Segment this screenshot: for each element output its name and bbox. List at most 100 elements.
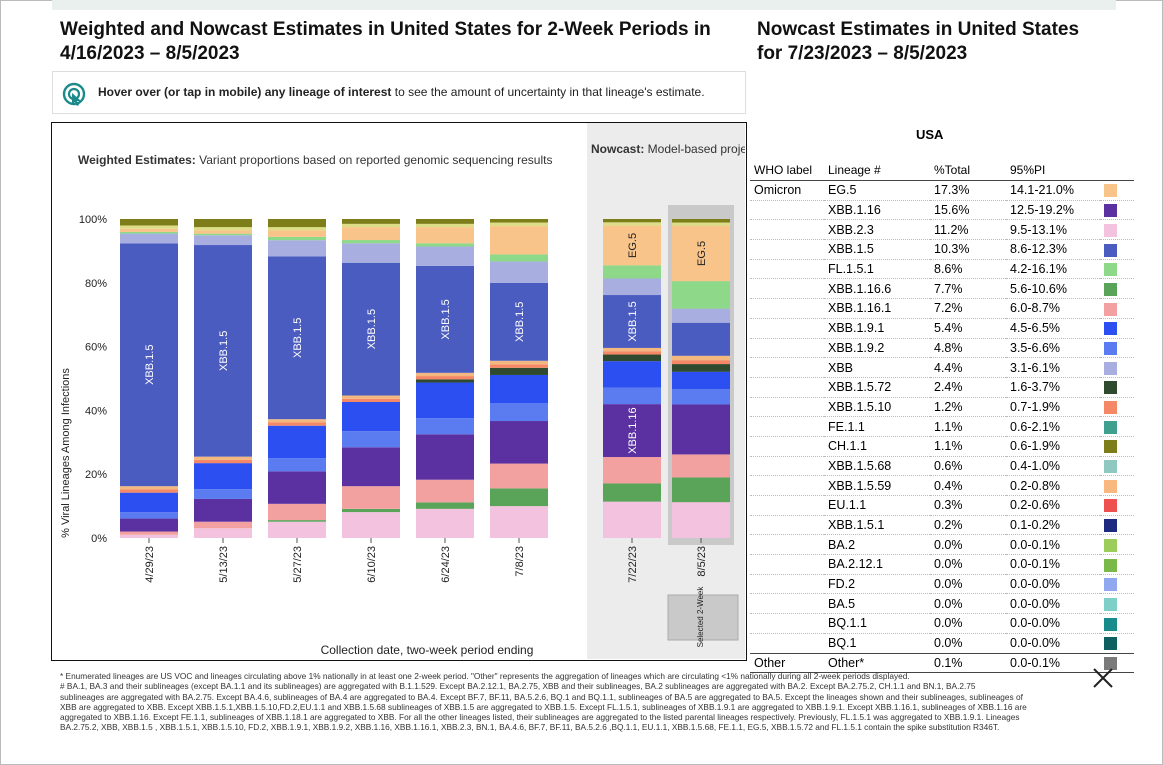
bar-segment[interactable] [416,219,474,224]
bar-segment[interactable] [120,228,178,232]
bar-segment[interactable] [120,492,178,513]
bar-segment[interactable] [268,230,326,237]
bar-segment[interactable] [416,382,474,419]
bar-segment[interactable] [120,534,178,538]
bar-segment[interactable] [603,347,661,352]
bar-segment[interactable] [603,351,661,355]
lineage-row[interactable]: XBB.1.9.2 4.8% 3.5-6.6% [750,338,1134,359]
bar-segment[interactable] [672,219,730,223]
lineage-row[interactable]: XBB 4.4% 3.1-6.1% [750,357,1134,378]
bar-segment[interactable] [603,278,661,296]
lineage-row[interactable]: BA.2.12.1 0.0% 0.0-0.1% [750,554,1134,575]
bar-segment[interactable] [490,254,548,262]
lineage-row[interactable]: XBB.1.16.1 7.2% 6.0-8.7% [750,298,1134,319]
bar-segment[interactable] [416,508,474,538]
bar-segment[interactable] [120,219,178,226]
lineage-row[interactable]: XBB.1.5.10 1.2% 0.7-1.9% [750,397,1134,418]
bar-segment[interactable] [268,419,326,423]
lineage-row[interactable]: BQ.1 0.0% 0.0-0.0% [750,633,1134,654]
bar-segment[interactable] [268,227,326,231]
lineage-row[interactable]: Omicron EG.5 17.3% 14.1-21.0% [750,180,1134,201]
bar-segment[interactable] [342,243,400,263]
bar-segment[interactable] [672,371,730,390]
bar-segment[interactable] [672,308,730,323]
bar-segment[interactable] [490,282,548,361]
bar-segment[interactable] [672,281,730,309]
bar-segment[interactable] [672,222,730,226]
bar-segment[interactable] [268,503,326,521]
selected-week-button[interactable] [667,594,739,641]
bar-segment[interactable] [603,219,661,223]
bar-segment[interactable] [342,219,400,224]
bar-segment[interactable] [603,225,661,266]
bar-segment[interactable] [194,489,252,499]
bar-segment[interactable] [603,457,661,484]
bar-segment[interactable] [342,431,400,448]
bar-segment[interactable] [490,226,548,255]
lineage-row[interactable]: FE.1.1 1.1% 0.6-2.1% [750,416,1134,437]
bar-segment[interactable] [603,404,661,458]
bar-segment[interactable] [603,501,661,538]
bar-segment[interactable] [268,458,326,472]
bar-segment[interactable] [672,454,730,478]
lineage-row[interactable]: XBB.1.5.72 2.4% 1.6-3.7% [750,377,1134,398]
bar-segment[interactable] [603,483,661,502]
bar-segment[interactable] [672,477,730,503]
bar-segment[interactable] [416,243,474,247]
bar-segment[interactable] [194,498,252,522]
bar-segment[interactable] [490,360,548,365]
lineage-row[interactable]: XBB.1.5.59 0.4% 0.2-0.8% [750,475,1134,496]
lineage-row[interactable]: XBB.1.5.68 0.6% 0.4-1.0% [750,456,1134,477]
bar-segment[interactable] [120,233,178,244]
bar-segment[interactable] [342,447,400,487]
bar-segment[interactable] [416,418,474,435]
bar-segment[interactable] [268,256,326,420]
bar-segment[interactable] [268,521,326,538]
bar-segment[interactable] [194,459,252,464]
bar-segment[interactable] [194,245,252,457]
lineage-row[interactable]: BA.5 0.0% 0.0-0.0% [750,593,1134,615]
bar-segment[interactable] [672,360,730,365]
lineage-row[interactable]: XBB.2.3 11.2% 9.5-13.1% [750,219,1134,241]
bar-segment[interactable] [416,434,474,480]
bar-segment[interactable] [120,531,178,535]
bar-segment[interactable] [416,246,474,266]
bar-segment[interactable] [672,322,730,356]
bar-segment[interactable] [490,403,548,422]
bar-segment[interactable] [416,379,474,383]
bar-segment[interactable] [268,422,326,426]
bar-segment[interactable] [672,225,730,282]
bar-segment[interactable] [194,230,252,234]
bar-segment[interactable] [603,354,661,362]
bar-segment[interactable] [490,374,548,404]
lineage-row[interactable]: XBB.1.5.1 0.2% 0.1-0.2% [750,515,1134,536]
lineage-row[interactable]: XBB.1.5 10.3% 8.6-12.3% [750,239,1134,260]
bar-segment[interactable] [194,528,252,538]
lineage-row[interactable]: XBB.1.16 15.6% 12.5-19.2% [750,200,1134,221]
bar-segment[interactable] [490,222,548,227]
bar-segment[interactable] [490,463,548,489]
bar-segment[interactable] [194,233,252,236]
bar-segment[interactable] [268,236,326,241]
bar-segment[interactable] [342,398,400,402]
bar-segment[interactable] [342,395,400,399]
bar-segment[interactable] [342,508,400,513]
lineage-row[interactable]: XBB.1.16.6 7.7% 5.6-10.6% [750,278,1134,300]
bar-segment[interactable] [603,222,661,226]
bar-segment[interactable] [120,486,178,490]
close-icon[interactable] [1091,666,1115,690]
bar-segment[interactable] [603,361,661,388]
bar-segment[interactable] [342,223,400,228]
lineage-row[interactable]: BA.2 0.0% 0.0-0.1% [750,534,1134,556]
bar-segment[interactable] [416,265,474,373]
bar-segment[interactable] [120,243,178,487]
bar-segment[interactable] [194,463,252,490]
bar-segment[interactable] [268,219,326,228]
bar-segment[interactable] [672,364,730,372]
bar-segment[interactable] [342,486,400,509]
bar-segment[interactable] [342,401,400,432]
bar-segment[interactable] [416,227,474,244]
lineage-row[interactable]: Other Other* 0.1% 0.0-0.1% [750,652,1134,674]
bar-segment[interactable] [603,387,661,405]
bar-segment[interactable] [194,219,252,228]
